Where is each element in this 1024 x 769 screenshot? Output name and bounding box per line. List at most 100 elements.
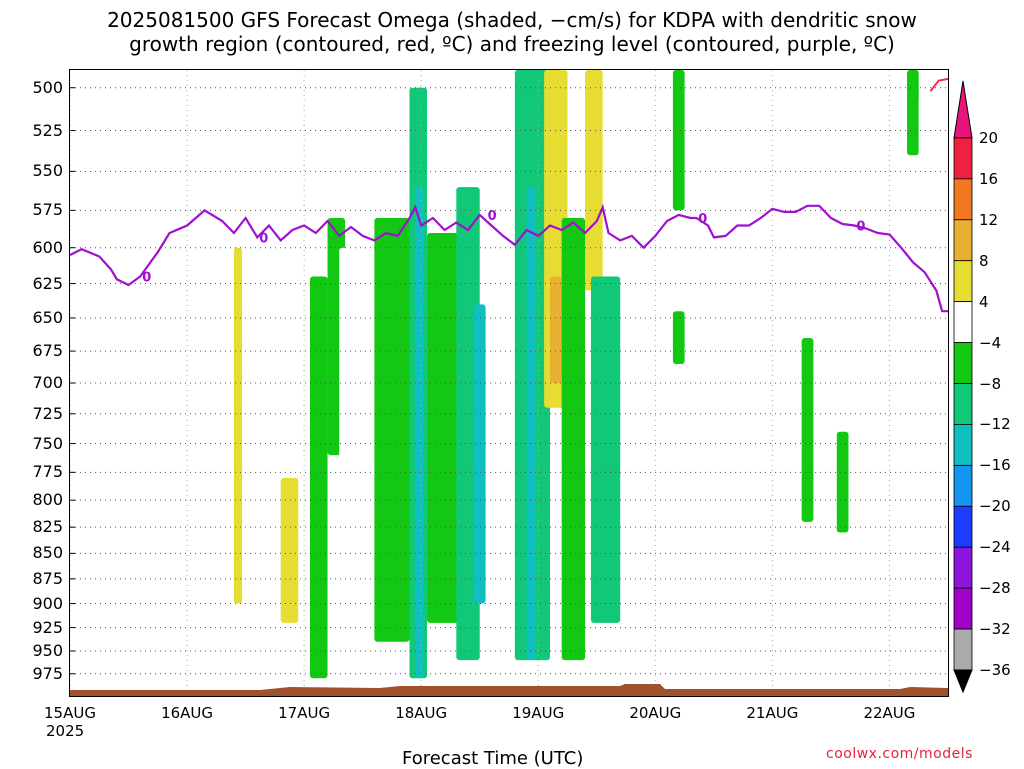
omega-shading-layer (87, 70, 931, 679)
y-tick-label: 925 (32, 617, 63, 637)
omega-cell (772, 70, 808, 332)
y-tick-label: 500 (32, 77, 63, 97)
colorbar-label: −16 (979, 456, 1011, 475)
colorbar-top-arrow (953, 80, 973, 139)
freezing-level-contour-label: 0 (259, 231, 268, 246)
omega-cell (549, 276, 562, 383)
x-axis-year: 2025 (46, 722, 85, 740)
y-tick-label: 950 (32, 640, 63, 660)
omega-cell (257, 70, 287, 305)
y-tick-label: 825 (32, 517, 63, 537)
y-tick-label: 675 (32, 341, 63, 361)
chart-title-line-1: 2025081500 GFS Forecast Omega (shaded, −… (107, 8, 917, 32)
omega-cell (427, 232, 463, 623)
colorbar-segment (953, 464, 973, 507)
y-tick-label: 525 (32, 120, 63, 140)
colorbar-segment (953, 424, 973, 466)
omega-cell (350, 70, 410, 248)
x-tick-label: 16AUG (161, 704, 214, 722)
terrain-layer (70, 684, 948, 696)
y-tick-label: 700 (32, 373, 63, 392)
colorbar (953, 80, 973, 694)
colorbar-segment (953, 137, 973, 180)
colorbar-label: −4 (979, 333, 1002, 352)
y-tick-label: 875 (32, 568, 63, 588)
colorbar-bottom-arrow (953, 669, 973, 694)
x-tick-label: 21AUG (746, 704, 799, 722)
y-tick-label: 725 (32, 403, 63, 423)
y-tick-label: 750 (32, 433, 63, 453)
omega-cell (801, 337, 814, 522)
colorbar-label: −24 (979, 538, 1011, 557)
freezing-level-contour-label: 0 (488, 209, 497, 224)
omega-cell (304, 70, 322, 233)
omega-cell (561, 217, 586, 661)
x-tick-label: 22AUG (863, 704, 916, 722)
freezing-level-contour-label: 0 (142, 270, 151, 285)
omega-cell (848, 521, 878, 584)
x-tick-label: 17AUG (278, 704, 331, 722)
terrain-band (70, 684, 948, 696)
freezing-level-contour-label: 0 (856, 220, 865, 235)
y-tick-label: 575 (32, 200, 63, 220)
x-tick-label: 18AUG (395, 704, 448, 722)
freezing-level-layer: 0 0 0 0 0 (69, 77, 949, 313)
colorbar-segment (953, 219, 973, 262)
colorbar-segment (953, 301, 973, 343)
omega-cell (233, 247, 243, 604)
plot-frame (69, 69, 949, 697)
omega-cell (590, 276, 621, 623)
dendritic-zone-line (929, 77, 949, 92)
freezing-level-line (69, 203, 948, 313)
omega-cell (280, 477, 299, 623)
colorbar-segment (953, 628, 973, 671)
colorbar-label: 16 (979, 169, 999, 188)
colorbar-segment (953, 260, 973, 303)
colorbar-label: −8 (979, 374, 1002, 393)
credit-link[interactable]: coolwx.com/models (826, 746, 973, 762)
omega-cell (585, 70, 603, 291)
colorbar-label: −28 (979, 579, 1011, 598)
y-tick-label: 625 (32, 273, 63, 293)
omega-cell (189, 70, 211, 123)
chart-title-line-2: growth region (contoured, red, ºC) and f… (129, 32, 895, 56)
colorbar-label: −36 (979, 661, 1011, 679)
omega-cell (473, 304, 486, 604)
colorbar-segment (953, 505, 973, 548)
colorbar-label: −32 (979, 620, 1011, 639)
colorbar-segment (953, 178, 973, 221)
colorbar-segment (953, 587, 973, 630)
colorbar-label: 20 (979, 128, 999, 147)
colorbar-label: 12 (979, 210, 999, 229)
omega-cell (87, 70, 123, 114)
colorbar-label: −12 (979, 415, 1011, 434)
omega-cell (918, 96, 931, 172)
omega-cell (374, 217, 410, 642)
y-tick-label: 600 (32, 237, 63, 257)
y-tick-label: 550 (32, 161, 63, 181)
omega-cell (339, 247, 369, 478)
omega-cell (309, 276, 328, 679)
y-tick-label: 850 (32, 543, 63, 563)
y-tick-label: 650 (32, 307, 63, 327)
omega-cell (907, 70, 919, 156)
colorbar-segment (953, 546, 973, 589)
y-tick-label: 775 (32, 462, 63, 482)
x-tick-label: 20AUG (629, 704, 682, 722)
omega-cell (526, 187, 536, 661)
colorbar-label: −20 (979, 497, 1011, 516)
x-tick-label: 19AUG (512, 704, 565, 722)
colorbar-segment (953, 383, 973, 425)
x-axis-title: Forecast Time (UTC) (402, 748, 584, 769)
freezing-level-contour-label: 0 (698, 212, 707, 227)
omega-cell (836, 431, 849, 533)
y-tick-label: 900 (32, 593, 63, 613)
x-tick-label: 15AUG (44, 704, 96, 722)
y-tick-label: 800 (32, 490, 63, 510)
y-tick-label: 975 (32, 663, 63, 683)
colorbar-segment (953, 342, 973, 384)
colorbar-label: 8 (979, 251, 989, 270)
colorbar-label: 4 (979, 292, 989, 311)
omega-cell (672, 70, 685, 211)
